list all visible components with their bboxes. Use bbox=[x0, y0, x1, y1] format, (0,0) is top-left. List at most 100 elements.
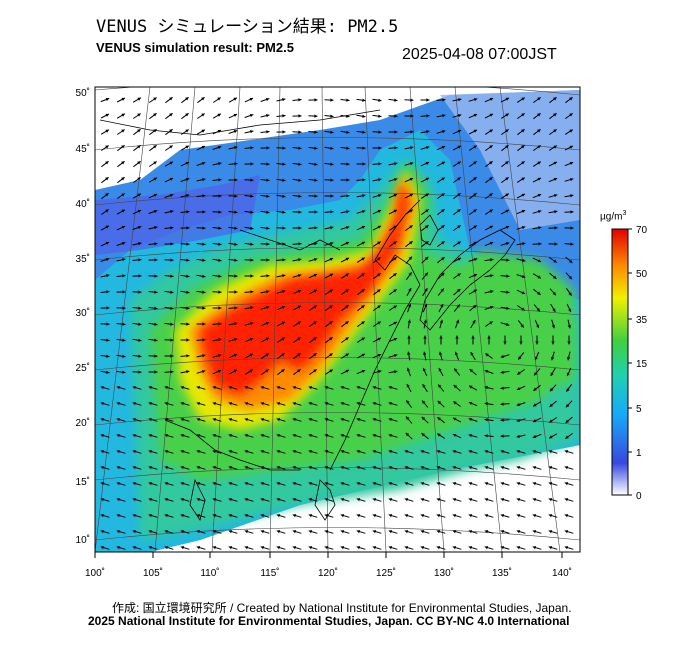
wind-arrow-head bbox=[552, 291, 556, 296]
wind-arrow-head bbox=[282, 210, 286, 214]
wind-arrow-head bbox=[122, 274, 126, 278]
wind-arrow-head bbox=[138, 242, 142, 246]
wind-arrow-head bbox=[394, 98, 398, 102]
wind-arrow-head bbox=[260, 546, 265, 550]
wind-arrow-head bbox=[137, 177, 141, 181]
wind-arrow-head bbox=[410, 130, 414, 134]
wind-arrow-head bbox=[564, 498, 569, 502]
wind-arrow-head bbox=[212, 482, 217, 486]
wind-arrow-head bbox=[276, 498, 281, 502]
wind-arrow-head bbox=[121, 129, 125, 133]
wind-arrow-head bbox=[281, 337, 285, 341]
wind-arrow-head bbox=[276, 418, 281, 422]
wind-arrow-head bbox=[437, 417, 441, 421]
wind-arrow-head bbox=[180, 514, 185, 518]
wind-arrow-head bbox=[100, 530, 105, 534]
wind-arrow-head bbox=[425, 209, 429, 213]
wind-arrow-head bbox=[521, 145, 525, 149]
wind-arrow-head bbox=[100, 434, 105, 438]
wind-arrow-head bbox=[362, 162, 366, 166]
wind-arrow-head bbox=[393, 321, 397, 325]
wind-arrow-head bbox=[180, 386, 185, 390]
wind-arrow-head bbox=[196, 482, 201, 486]
wind-arrow-head bbox=[422, 384, 426, 388]
wind-arrow-head bbox=[378, 178, 382, 182]
wind-arrow-head bbox=[346, 130, 350, 134]
wind-arrow-head bbox=[361, 353, 365, 357]
wind-arrow-head bbox=[148, 530, 153, 534]
wind-arrow-head bbox=[121, 209, 125, 213]
wind-arrow-head bbox=[122, 290, 126, 294]
wind-arrow-head bbox=[137, 209, 142, 213]
wind-arrow-head bbox=[521, 209, 526, 213]
wind-arrow-head bbox=[569, 113, 573, 117]
wind-arrow-head bbox=[537, 97, 541, 101]
wind-arrow-head bbox=[567, 325, 571, 329]
wind-arrow-head bbox=[329, 337, 333, 341]
wind-arrow-head bbox=[537, 113, 541, 117]
wind-arrow-head bbox=[420, 482, 425, 486]
wind-arrow-head bbox=[505, 225, 510, 229]
wind-arrow-head bbox=[378, 146, 382, 150]
wind-arrow-head bbox=[500, 402, 504, 406]
wind-arrow-head bbox=[345, 337, 349, 341]
wind-arrow-head bbox=[260, 386, 265, 390]
wind-arrow-head bbox=[345, 369, 349, 373]
wind-arrow-head bbox=[202, 194, 206, 198]
wind-arrow-head bbox=[442, 98, 446, 102]
wind-arrow-head bbox=[345, 353, 349, 357]
wind-arrow-head bbox=[218, 242, 222, 246]
wind-arrow-head bbox=[468, 498, 473, 502]
wind-arrow-head bbox=[372, 514, 377, 518]
wind-arrow-head bbox=[439, 351, 443, 356]
wind-arrow-head bbox=[532, 434, 537, 439]
wind-arrow-head bbox=[298, 146, 302, 150]
wind-arrow-head bbox=[500, 514, 505, 518]
wind-arrow-head bbox=[489, 193, 493, 197]
wind-arrow-head bbox=[552, 308, 556, 312]
wind-arrow-head bbox=[489, 305, 494, 310]
wind-arrow-head bbox=[105, 193, 109, 197]
wind-arrow-head bbox=[298, 242, 302, 246]
wind-arrow-head bbox=[457, 193, 461, 197]
wind-arrow-head bbox=[519, 341, 523, 345]
wind-arrow-head bbox=[121, 242, 126, 246]
wind-arrow-head bbox=[372, 530, 377, 534]
wind-arrow-head bbox=[484, 450, 489, 454]
wind-arrow-head bbox=[564, 530, 569, 534]
wind-arrow-head bbox=[116, 450, 121, 454]
wind-arrow-head bbox=[314, 178, 318, 182]
wind-arrow-head bbox=[468, 450, 473, 454]
wind-arrow-head bbox=[330, 98, 334, 102]
wind-arrow-head bbox=[265, 369, 269, 373]
wind-arrow-head bbox=[106, 354, 110, 358]
wind-arrow-head bbox=[569, 129, 573, 133]
wind-arrow-head bbox=[250, 178, 254, 182]
colorbar-tick-label: 1 bbox=[636, 448, 642, 459]
wind-arrow-head bbox=[346, 114, 350, 118]
wind-arrow-head bbox=[202, 338, 206, 342]
wind-arrow-head bbox=[100, 482, 105, 486]
wind-arrow-head bbox=[393, 209, 397, 213]
wind-arrow-head bbox=[394, 114, 398, 118]
wind-arrow-head bbox=[297, 353, 301, 357]
wind-arrow-head bbox=[553, 97, 557, 101]
wind-arrow-head bbox=[276, 386, 281, 390]
wind-arrow-head bbox=[340, 418, 345, 422]
wind-arrow-head bbox=[164, 450, 169, 454]
wind-arrow-head bbox=[484, 386, 488, 390]
wind-arrow-head bbox=[532, 498, 537, 502]
wind-arrow-head bbox=[408, 272, 412, 276]
wind-arrow-head bbox=[410, 98, 414, 102]
wind-arrow-head bbox=[218, 274, 222, 278]
wind-arrow-head bbox=[424, 272, 428, 276]
wind-arrow-head bbox=[122, 338, 126, 342]
wind-arrow-head bbox=[553, 145, 557, 149]
wind-arrow-head bbox=[422, 367, 426, 372]
wind-arrow-head bbox=[217, 113, 221, 117]
wind-arrow-head bbox=[308, 530, 313, 534]
wind-arrow-head bbox=[548, 498, 553, 502]
wind-arrow-head bbox=[505, 242, 510, 246]
wind-arrow-head bbox=[436, 482, 441, 486]
wind-arrow-head bbox=[212, 530, 217, 534]
